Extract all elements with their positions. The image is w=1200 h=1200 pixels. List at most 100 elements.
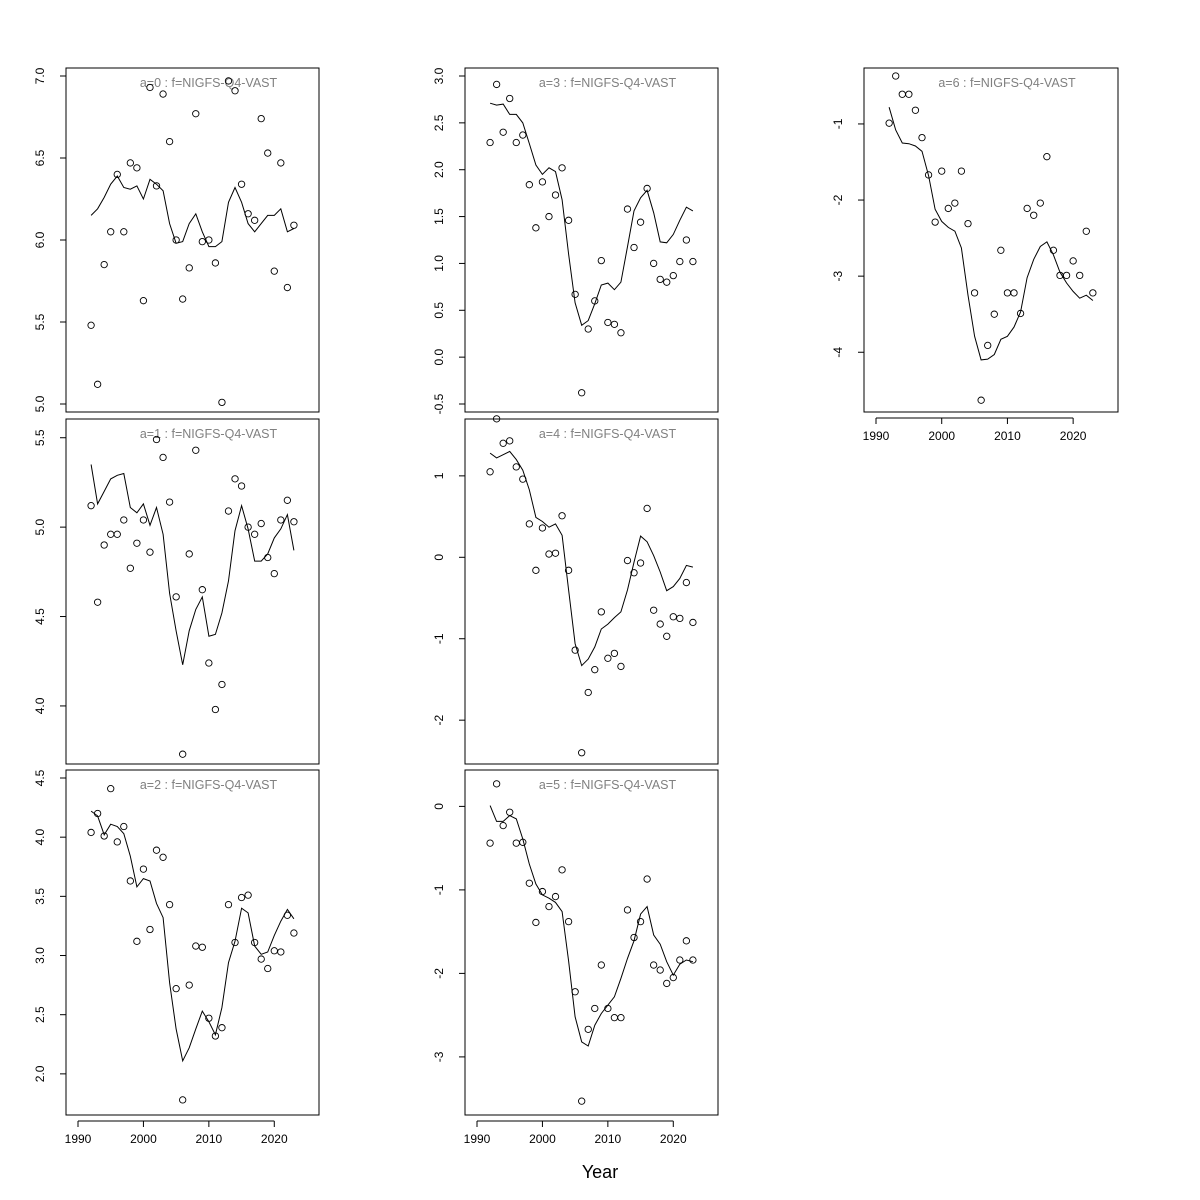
y-tick-label: 0 [432, 803, 446, 810]
observed-point [139, 297, 148, 305]
observed-point [290, 929, 298, 937]
observed-point [676, 257, 684, 266]
observed-point [525, 520, 533, 528]
observed-point [610, 649, 619, 658]
observed-point [93, 598, 102, 606]
observed-point [211, 259, 220, 267]
observed-point [519, 131, 527, 139]
observed-point [290, 518, 298, 526]
x-tick-label: 2010 [196, 1132, 223, 1146]
y-tick-label: 6.0 [33, 231, 47, 248]
observed-point [185, 550, 193, 558]
observed-point [578, 1097, 586, 1105]
observed-point [113, 530, 121, 538]
observed-point [597, 256, 605, 265]
panels-layer: a=0 : f=NIGFS-Q4-VAST 5.0 5.5 6.0 6.5 7.0 a=1 … [33, 67, 1119, 1146]
observed-point [152, 846, 161, 854]
observed-point [545, 550, 553, 558]
observed-point [499, 439, 507, 447]
observed-point [192, 942, 200, 950]
observed-point [584, 325, 592, 333]
y-tick-label: 2.0 [432, 161, 446, 178]
panel: a=4 : f=NIGFS-Q4-VAST -2 -1 0 1 [432, 415, 719, 765]
observed-point [545, 212, 553, 221]
observed-point [87, 502, 95, 510]
y-tick-label: 0.5 [432, 302, 446, 319]
observed-point [604, 318, 612, 327]
observed-point [1010, 289, 1018, 297]
observed-point [623, 556, 632, 565]
observed-point [578, 749, 586, 757]
observed-point [525, 879, 533, 887]
observed-point [1036, 199, 1044, 207]
observed-point [623, 906, 632, 914]
observed-point [251, 530, 259, 538]
x-tick-label: 1990 [464, 1132, 491, 1146]
observed-point [610, 1014, 619, 1022]
observed-point [545, 902, 553, 911]
observed-point [277, 159, 285, 167]
panel-frame [65, 67, 320, 413]
x-tick-label: 2010 [994, 429, 1021, 443]
observed-point [584, 688, 592, 697]
observed-point [152, 435, 161, 444]
observed-point [120, 228, 128, 236]
observed-point [283, 496, 292, 504]
observed-point [997, 246, 1005, 254]
observed-point [185, 981, 193, 989]
observed-point [133, 937, 141, 945]
observed-point [93, 380, 102, 388]
observed-point [179, 295, 187, 303]
observed-point [133, 164, 141, 172]
panel: a=6 : f=NIGFS-Q4-VAST -4 -3 -2 -1 1990 2000 201… [831, 67, 1119, 443]
observed-point [237, 482, 246, 490]
observed-point [905, 90, 913, 98]
observed-point [911, 106, 920, 114]
x-tick-label: 2000 [928, 429, 955, 443]
observed-point [623, 205, 632, 213]
panel-frame [65, 418, 320, 765]
y-tick-label: -2 [432, 968, 446, 979]
observed-point [669, 613, 677, 621]
observed-point [224, 507, 233, 515]
observed-point [165, 900, 174, 909]
panel-frame [464, 418, 719, 765]
observed-point [257, 955, 265, 963]
fitted-line [90, 464, 295, 665]
x-tick-label: 2020 [261, 1132, 288, 1146]
observed-point [290, 221, 298, 229]
observed-point [885, 119, 893, 127]
y-tick-label: 1.5 [432, 208, 446, 225]
observed-point [957, 167, 966, 175]
observed-point [636, 559, 645, 567]
observed-point [597, 961, 605, 969]
observed-point [244, 891, 252, 899]
observed-point [159, 853, 167, 861]
x-tick-label: 1990 [65, 1132, 92, 1146]
observed-point [918, 133, 926, 142]
observed-point [133, 539, 141, 547]
y-tick-label: 3.0 [432, 67, 446, 84]
observed-point [146, 925, 154, 934]
observed-point [205, 659, 213, 667]
observed-point [558, 512, 566, 520]
y-tick-label: 5.5 [33, 429, 47, 446]
observed-point [571, 646, 579, 654]
y-tick-label: -2 [432, 715, 446, 726]
y-tick-label: 1.0 [432, 255, 446, 272]
observed-point [506, 437, 514, 445]
observed-point [224, 900, 233, 909]
observed-point [636, 917, 645, 926]
observed-point [192, 446, 200, 454]
fitted-line [90, 175, 295, 248]
observed-point [264, 553, 272, 562]
panel-frame [863, 67, 1119, 413]
observed-point [689, 257, 697, 266]
observed-point [146, 548, 154, 556]
observed-point [682, 578, 691, 587]
observed-point [277, 948, 285, 956]
y-tick-label: 5.0 [33, 518, 47, 535]
observed-point [689, 618, 697, 627]
y-tick-label: 0.0 [432, 348, 446, 365]
observed-point [951, 199, 959, 207]
